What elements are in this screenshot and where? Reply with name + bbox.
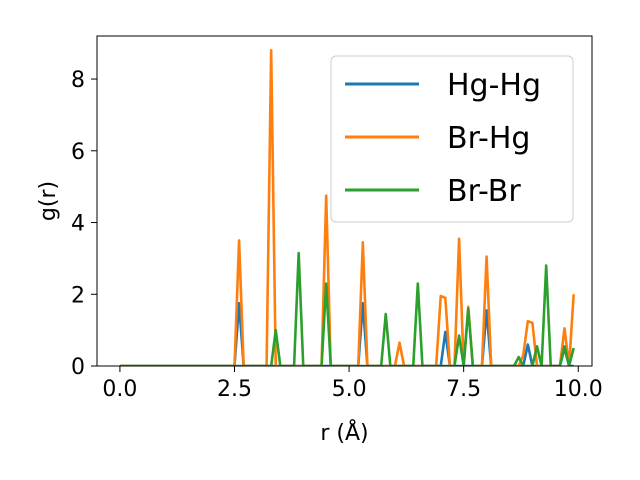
legend: Hg-Hg Br-Hg Br-Br: [330, 55, 574, 223]
axes-frame: [96, 35, 593, 367]
y-axis-label: g(r): [36, 181, 61, 221]
x-tick-label: 10.0: [554, 377, 603, 402]
x-tick-label: 5.0: [332, 377, 367, 402]
y-tick-label: 4: [71, 212, 85, 237]
legend-label-hg-hg: Hg-Hg: [447, 68, 541, 103]
x-tick-label: 7.5: [446, 377, 481, 402]
y-tick-label: 8: [71, 68, 85, 93]
x-tick-label: 0.0: [102, 377, 137, 402]
y-tick-label: 6: [71, 140, 85, 165]
x-axis-ticks: 0.0 2.5 5.0 7.5 10.0: [102, 366, 603, 402]
legend-label-br-hg: Br-Hg: [447, 121, 530, 156]
y-axis-ticks: 0 2 4 6 8: [71, 68, 97, 380]
y-tick-label: 2: [71, 283, 85, 308]
y-tick-label: 0: [71, 355, 85, 380]
x-axis-label: r (Å): [320, 419, 368, 446]
x-tick-label: 2.5: [217, 377, 252, 402]
plot-lines: [119, 49, 575, 366]
series-line-br-hg: [119, 49, 575, 366]
series-line-br-br: [119, 251, 575, 366]
legend-box: [330, 55, 574, 223]
legend-label-br-br: Br-Br: [447, 174, 521, 209]
